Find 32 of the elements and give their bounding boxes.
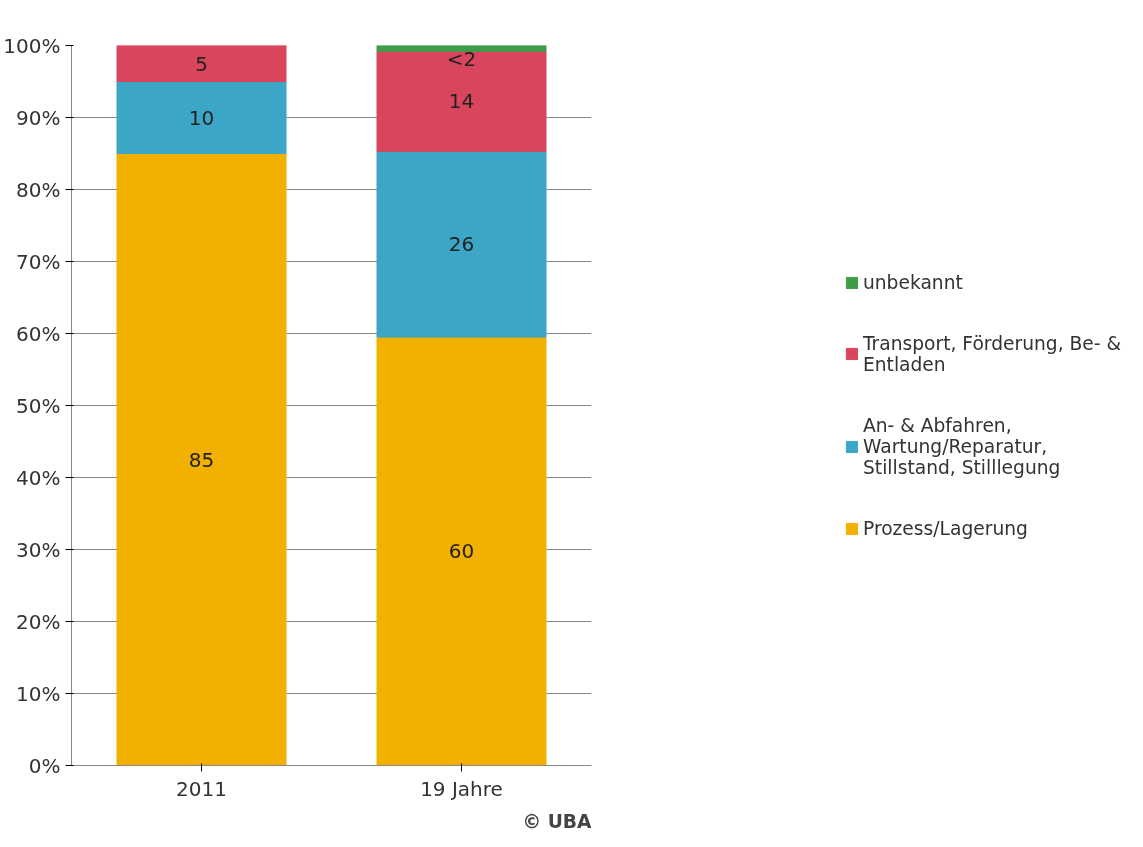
data-label: 5	[195, 51, 208, 76]
y-tick-label: 40%	[16, 465, 61, 490]
y-tick-label: 60%	[16, 321, 61, 346]
y-tick-label: 100%	[3, 33, 61, 58]
data-label: 26	[448, 232, 475, 257]
legend-label: unbekannt	[862, 271, 963, 293]
x-tick-label: 2011	[176, 776, 227, 801]
bar	[376, 150, 547, 338]
y-tick-label: 10%	[16, 681, 61, 706]
data-label: <2	[446, 46, 477, 71]
legend-label: Prozess/Lagerung	[862, 517, 1028, 539]
bar	[376, 45, 547, 52]
y-tick-label: 30%	[16, 537, 61, 562]
data-label: 85	[188, 447, 215, 472]
x-tick-label: 19 Jahre	[420, 776, 503, 801]
bar	[116, 81, 287, 154]
data-label: 60	[448, 539, 475, 564]
y-tick-label: 90%	[16, 105, 61, 130]
bar	[376, 336, 547, 766]
y-tick-label: 80%	[16, 177, 61, 202]
y-tick-label: 70%	[16, 249, 61, 274]
text: © UBA	[522, 810, 593, 832]
bar	[116, 153, 287, 766]
data-label: 10	[188, 105, 215, 130]
y-tick-label: 50%	[16, 393, 61, 418]
legend-label: Transport, Förderung, Be- & Entladen	[862, 332, 1122, 375]
y-tick-label: 0%	[28, 753, 61, 778]
legend-label: An- & Abfahren, Wartung/Reparatur, Stillstand, Stilllegung	[862, 414, 1061, 478]
data-label: 14	[448, 89, 475, 114]
bar	[116, 45, 287, 82]
y-tick-label: 20%	[16, 609, 61, 634]
bar	[376, 50, 547, 152]
